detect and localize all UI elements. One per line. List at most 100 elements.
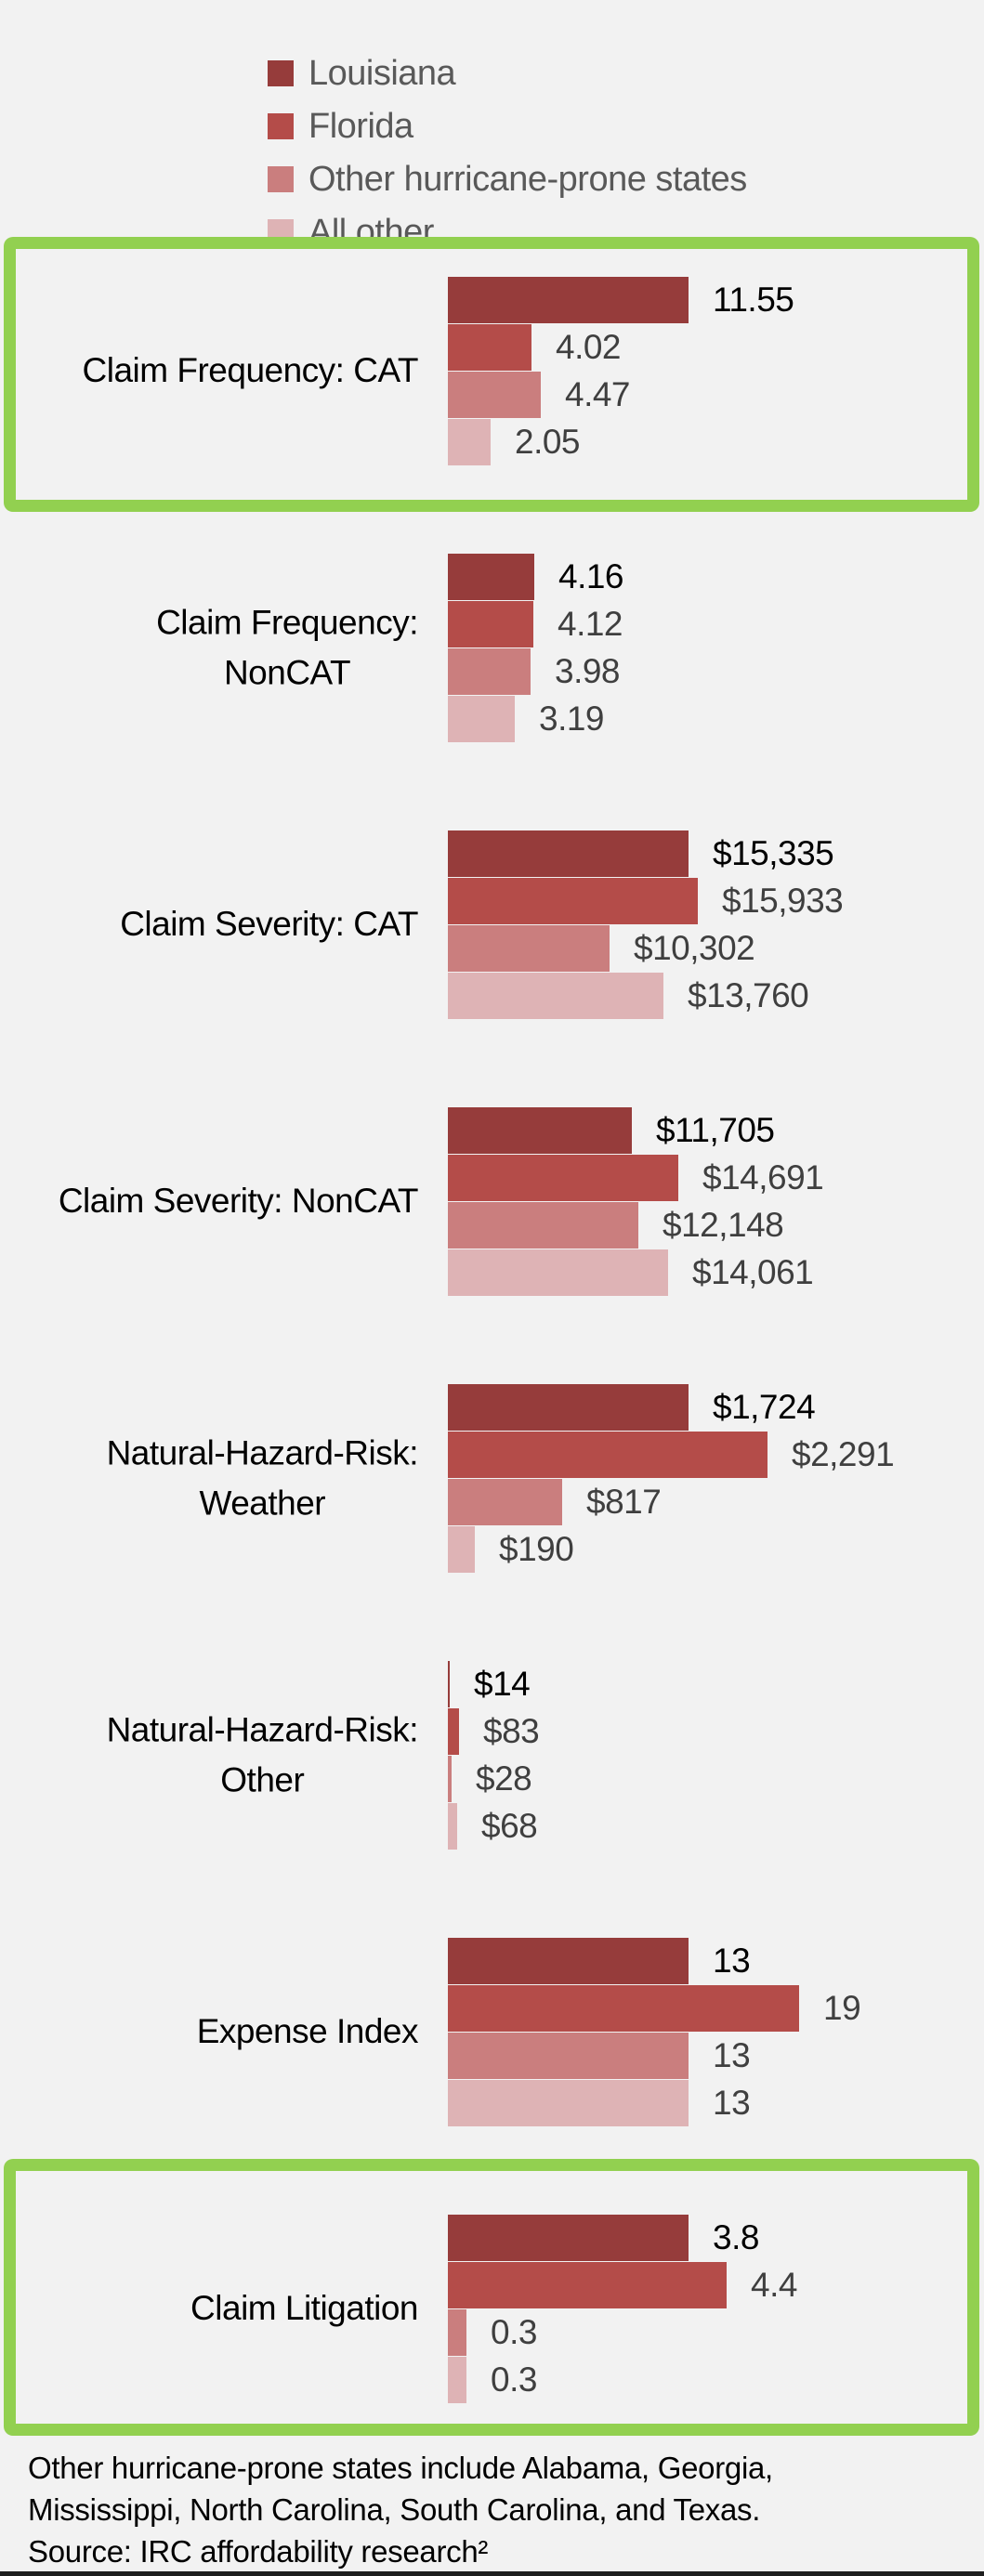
bar-row: $12,148 xyxy=(448,1201,823,1249)
bar-row: $13,760 xyxy=(448,972,843,1019)
bar-row: 2.05 xyxy=(448,418,794,465)
bar-row: 19 xyxy=(448,1984,861,2032)
group-bars: 11.55 4.02 4.47 2.05 xyxy=(448,276,794,465)
bar-all-other-expense-index xyxy=(448,2079,689,2126)
group-label-wrap: Expense Index xyxy=(0,2007,419,2057)
footnote-line: Mississippi, North Carolina, South Carol… xyxy=(28,2492,761,2527)
bar-row: $190 xyxy=(448,1525,894,1573)
bar-value-label: 3.98 xyxy=(555,652,621,690)
bar-value-label: $14 xyxy=(474,1665,531,1703)
bar-value-label: 4.4 xyxy=(751,2266,797,2304)
bar-louisiana-claim-litigation xyxy=(448,2214,689,2261)
bar-value-label: 13 xyxy=(713,2036,751,2074)
chart-group-expense-index: Expense Index 13 19 13 13 xyxy=(0,1937,984,2126)
bar-row: 3.19 xyxy=(448,695,623,742)
bar-value-label: 0.3 xyxy=(491,2313,537,2351)
group-label-claim-litigation: Claim Litigation xyxy=(190,2289,418,2328)
group-bars: 4.16 4.12 3.98 3.19 xyxy=(448,553,624,742)
bar-row: $817 xyxy=(448,1478,894,1525)
bar-row: 13 xyxy=(448,1937,860,1984)
footnote: Other hurricane-prone states include Ala… xyxy=(28,2447,966,2572)
bar-row: 0.3 xyxy=(448,2308,797,2356)
bar-row: $11,705 xyxy=(448,1106,823,1154)
bar-other-hurricane-prone-states-claim-frequency-noncat xyxy=(448,647,531,695)
bar-other-hurricane-prone-states-claim-frequency-cat xyxy=(448,371,541,418)
bottom-rule xyxy=(0,2571,984,2576)
legend-swatch-louisiana xyxy=(268,59,294,86)
bar-value-label: $190 xyxy=(499,1530,574,1568)
footnote-line: Other hurricane-prone states include Ala… xyxy=(28,2451,773,2485)
bar-florida-natural-hazard-risk-weather xyxy=(448,1431,768,1478)
bar-value-label: $817 xyxy=(586,1483,662,1521)
legend-item-other-hurricane-prone-states: Other hurricane-prone states xyxy=(268,152,747,205)
bar-all-other-natural-hazard-risk-other xyxy=(448,1802,457,1850)
bar-row: $14,691 xyxy=(448,1154,824,1201)
bar-row: $15,933 xyxy=(448,877,844,924)
bar-row: 3.8 xyxy=(448,2214,797,2261)
group-label-wrap: Natural-Hazard-Risk: Other xyxy=(0,1705,419,1804)
bar-louisiana-natural-hazard-risk-weather xyxy=(448,1383,689,1431)
bar-florida-claim-severity-cat xyxy=(448,877,698,924)
bar-all-other-claim-frequency-cat xyxy=(448,418,491,465)
bar-other-hurricane-prone-states-natural-hazard-risk-other xyxy=(448,1755,452,1802)
chart-group-natural-hazard-risk-weather: Natural-Hazard-Risk: Weather $1,724 $2,291… xyxy=(0,1383,984,1573)
group-label-expense-index: Expense Index xyxy=(196,2012,419,2051)
group-label-claim-severity-noncat: Claim Severity: NonCAT xyxy=(58,1182,419,1221)
bar-florida-claim-severity-noncat xyxy=(448,1154,678,1201)
bar-florida-claim-frequency-noncat xyxy=(448,600,533,647)
group-label-wrap: Claim Litigation xyxy=(0,2283,418,2334)
bar-value-label: $28 xyxy=(476,1759,532,1798)
bar-value-label: $1,724 xyxy=(713,1388,816,1426)
bar-louisiana-claim-frequency-cat xyxy=(448,276,689,323)
bar-value-label: $11,705 xyxy=(656,1111,775,1149)
bar-value-label: $83 xyxy=(483,1712,540,1750)
bar-row: 13 xyxy=(448,2032,860,2079)
legend-swatch-florida xyxy=(268,112,294,139)
bar-other-hurricane-prone-states-claim-severity-noncat xyxy=(448,1201,638,1249)
footnote-source-line: Source: IRC affordability research² xyxy=(28,2534,489,2569)
legend-swatch-other-hurricane-prone-states xyxy=(268,165,294,192)
bar-row: 4.4 xyxy=(448,2261,797,2308)
bar-value-label: $10,302 xyxy=(634,929,755,967)
group-label-natural-hazard-risk-weather: Natural-Hazard-Risk: Weather xyxy=(106,1433,419,1522)
bar-all-other-claim-severity-noncat xyxy=(448,1249,668,1296)
bar-value-label: 13 xyxy=(713,2084,751,2122)
bar-row: 13 xyxy=(448,2079,860,2126)
bar-row: 4.47 xyxy=(448,371,794,418)
bar-other-hurricane-prone-states-claim-severity-cat xyxy=(448,924,610,972)
bar-value-label: 3.19 xyxy=(539,700,605,738)
group-label-claim-frequency-cat: Claim Frequency: CAT xyxy=(82,351,419,390)
chart-group-claim-severity-noncat: Claim Severity: NonCAT $11,705 $14,691 $12,… xyxy=(0,1106,984,1296)
group-label-wrap: Claim Frequency: CAT xyxy=(0,346,419,396)
bar-value-label: 19 xyxy=(823,1989,861,2027)
chart-group-claim-frequency-noncat: Claim Frequency: NonCAT 4.16 4.12 3.98 3.19 xyxy=(0,553,984,742)
group-label-natural-hazard-risk-other: Natural-Hazard-Risk: Other xyxy=(106,1710,419,1798)
bar-row: $28 xyxy=(448,1755,539,1802)
bar-other-hurricane-prone-states-expense-index xyxy=(448,2032,689,2079)
group-bars: 13 19 13 13 xyxy=(448,1937,861,2126)
bar-value-label: 4.12 xyxy=(558,605,623,643)
bar-value-label: 4.02 xyxy=(556,328,622,366)
bar-value-label: $13,760 xyxy=(688,976,809,1014)
bar-louisiana-natural-hazard-risk-other xyxy=(448,1660,450,1707)
group-label-claim-frequency-noncat: Claim Frequency: NonCAT xyxy=(156,603,418,691)
bar-all-other-claim-frequency-noncat xyxy=(448,695,515,742)
group-label-wrap: Claim Frequency: NonCAT xyxy=(0,597,418,697)
bar-value-label: 4.16 xyxy=(558,557,624,595)
bar-all-other-claim-severity-cat xyxy=(448,972,663,1019)
group-label-wrap: Natural-Hazard-Risk: Weather xyxy=(0,1428,419,1527)
bar-row: $14 xyxy=(448,1660,539,1707)
group-label-wrap: Claim Severity: NonCAT xyxy=(0,1176,419,1226)
legend-label-other-hurricane-prone-states: Other hurricane-prone states xyxy=(308,159,747,199)
bar-florida-claim-frequency-cat xyxy=(448,323,531,371)
chart-legend: Louisiana Florida Other hurricane-prone … xyxy=(268,46,747,258)
bar-value-label: 4.47 xyxy=(565,375,631,413)
bar-row: 4.16 xyxy=(448,553,624,600)
legend-label-louisiana: Louisiana xyxy=(308,53,456,93)
bar-all-other-natural-hazard-risk-weather xyxy=(448,1525,475,1573)
bar-row: 3.98 xyxy=(448,647,623,695)
bar-louisiana-claim-severity-cat xyxy=(448,830,689,877)
bar-row: $15,335 xyxy=(448,830,843,877)
bar-row: $68 xyxy=(448,1802,539,1850)
